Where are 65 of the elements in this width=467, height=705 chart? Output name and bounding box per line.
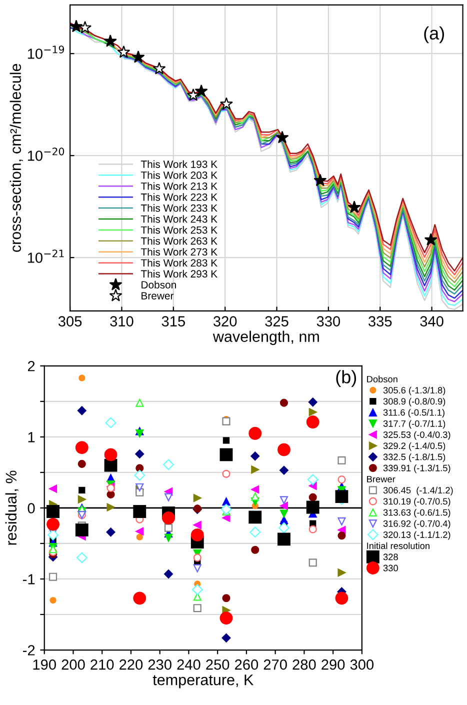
y-axis-title: residual, % bbox=[5, 470, 18, 545]
legend-label: 320.13 (-1.1/1.2) bbox=[383, 531, 450, 540]
x-tick-label: 335 bbox=[368, 316, 392, 326]
legend-label: This Work 233 K bbox=[140, 204, 218, 212]
x-tick-label: 290 bbox=[322, 659, 345, 670]
legend-label: This Work 213 K bbox=[140, 182, 218, 190]
text: Initial resolution bbox=[367, 542, 430, 550]
legend-label: This Work 243 K bbox=[140, 215, 218, 223]
legend-label: This Work 283 K bbox=[140, 258, 218, 267]
x-tick-label: 270 bbox=[264, 659, 287, 670]
x-tick-label: 330 bbox=[316, 316, 340, 326]
legend-label: Brewer bbox=[142, 292, 174, 300]
x-tick-label: 250 bbox=[206, 659, 230, 670]
y-tick-label: 0 bbox=[28, 503, 35, 514]
y-tick-label: 10$^{−19}$ bbox=[28, 46, 64, 59]
legend-label: This Work 193 K bbox=[140, 160, 218, 168]
legend-label: 311.6 (-0.5/1.1) bbox=[383, 408, 444, 418]
x-tick-label: 200 bbox=[62, 659, 85, 670]
legend-label: This Work 203 K bbox=[140, 171, 218, 179]
legend-label: This Work 223 K bbox=[140, 193, 218, 201]
x-tick-label: 210 bbox=[90, 659, 114, 670]
text: Brewer bbox=[367, 476, 396, 482]
legend-label: 328 bbox=[383, 554, 398, 560]
x-tick-label: 260 bbox=[235, 659, 258, 670]
x-tick-label: 280 bbox=[292, 659, 316, 670]
legend-label: 325.53 (-0.4/0.3) bbox=[383, 431, 450, 440]
y-tick-label: 10$^{−20}$ bbox=[28, 148, 64, 161]
annotation: (a) bbox=[424, 26, 444, 44]
x-tick-label: 315 bbox=[162, 316, 185, 326]
x-axis-title: wavelength, nm bbox=[212, 330, 319, 345]
legend-label: 305.6 (-1.3/1.8) bbox=[383, 386, 446, 396]
legend-label: 339.91 (-1.3/1.5) bbox=[383, 464, 450, 474]
x-tick-label: 230 bbox=[148, 659, 172, 670]
legend-label: This Work 293 K bbox=[140, 270, 218, 278]
y-tick-label: -2 bbox=[23, 645, 35, 656]
annotation: (b) bbox=[336, 370, 356, 387]
legend-label: 332.5 (-1.8/1.5) bbox=[383, 453, 446, 462]
y-tick-label: 10$^{−21}$ bbox=[28, 250, 64, 263]
x-tick-label: 325 bbox=[265, 316, 288, 326]
legend-label: 329.2 (-1.4/0.5) bbox=[383, 442, 446, 451]
legend-label: 316.92 (-0.7/0.4) bbox=[383, 520, 450, 529]
y-tick-label: 2 bbox=[28, 360, 35, 372]
legend-label: 317.7 (-0.7/1.1) bbox=[383, 420, 446, 429]
legend-label: This Work 253 K bbox=[140, 226, 218, 234]
y-tick-label: -1 bbox=[23, 574, 35, 584]
y-axis-title: cross-section, cm²/molecule bbox=[10, 64, 23, 252]
x-tick-label: 190 bbox=[33, 659, 56, 670]
x-tick-label: 340 bbox=[420, 316, 444, 326]
x-tick-label: 305 bbox=[58, 316, 82, 326]
legend-label: 310.19 (-0.7/0.5) bbox=[383, 498, 450, 506]
x-tick-label: 220 bbox=[120, 659, 143, 670]
x-tick-label: 300 bbox=[350, 659, 374, 670]
legend-label: This Work 273 K bbox=[140, 248, 218, 256]
legend-label: 308.9 (-0.8/0.9) bbox=[383, 398, 446, 406]
x-tick-label: 240 bbox=[177, 659, 200, 670]
legend-label: 306.45 (-1.4/1.2) bbox=[383, 486, 453, 496]
y-tick-label: 1 bbox=[28, 432, 35, 442]
x-tick-label: 310 bbox=[110, 316, 134, 326]
legend-label: Dobson bbox=[142, 280, 176, 289]
legend-label: 330 bbox=[383, 564, 398, 572]
x-axis-title: temperature, K bbox=[152, 674, 254, 688]
legend-label: 313.63 (-0.6/1.5) bbox=[383, 508, 450, 518]
x-tick-label: 320 bbox=[213, 316, 237, 326]
legend-label: This Work 263 K bbox=[140, 237, 218, 245]
text: Dobson bbox=[367, 376, 398, 382]
